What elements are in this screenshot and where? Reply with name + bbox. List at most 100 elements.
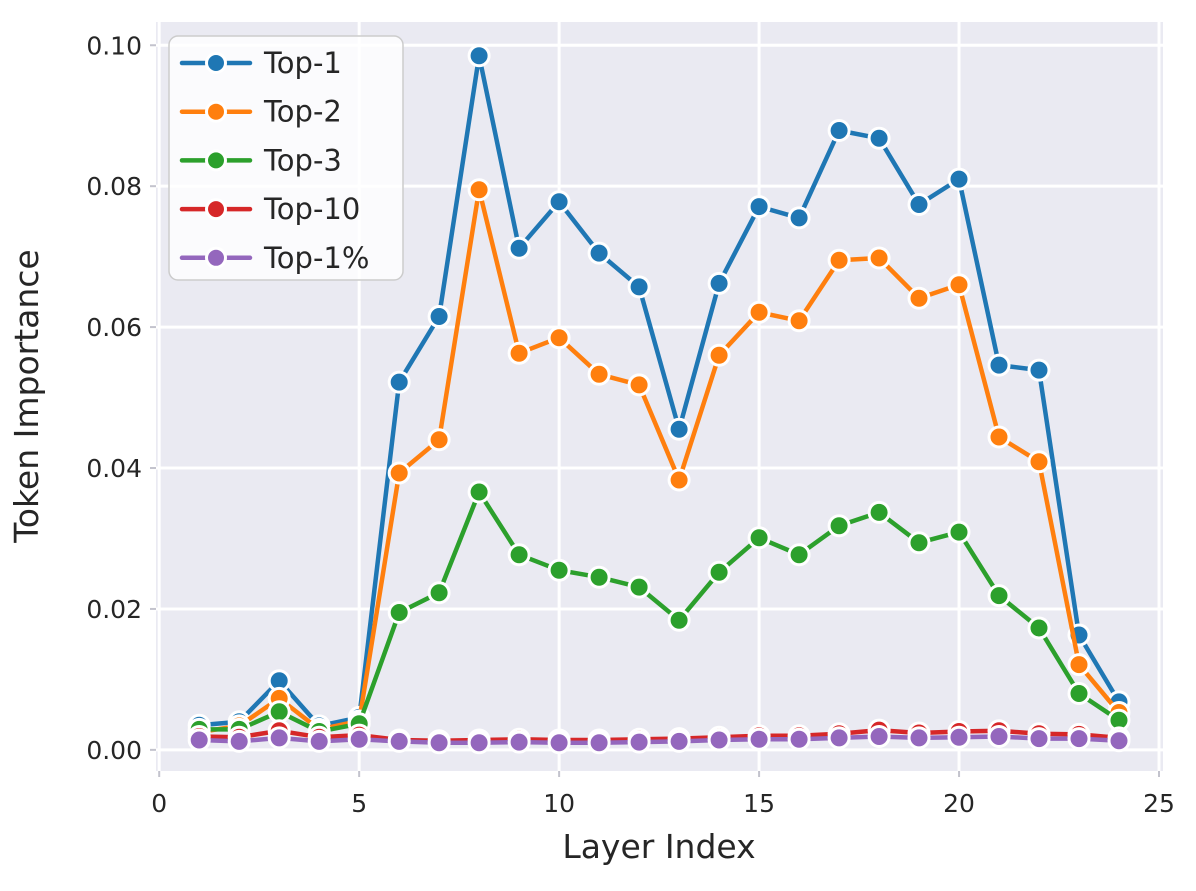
data-point [907,531,931,555]
data-point [987,353,1011,377]
data-point [547,190,571,214]
data-point [587,565,611,589]
legend-item-top-10: Top-10 [179,192,360,226]
data-point [467,480,491,504]
legend: Top-1 Top-2 Top-3 Top-10 Top-1% [168,35,404,281]
data-point [947,167,971,191]
legend-item-top-2: Top-2 [179,95,342,129]
data-point [787,727,811,751]
y-tick-label: 0.10 [86,31,142,60]
legend-item-top-1: Top-1 [179,46,342,80]
x-tick-label: 0 [151,789,167,818]
data-point [707,271,731,295]
data-point [467,44,491,68]
data-point [1107,729,1131,753]
series-top-1pct [187,725,1131,755]
data-point [507,730,531,754]
data-point [987,425,1011,449]
legend-box [168,35,404,281]
data-point [267,700,291,724]
data-point [947,725,971,749]
data-point [907,726,931,750]
data-point [827,119,851,142]
y-axis-ticks: 0.00 0.02 0.04 0.06 0.08 0.10 [86,31,142,765]
data-point [907,286,931,310]
data-point [227,729,251,753]
data-point [587,241,611,265]
y-tick-label: 0.08 [86,172,142,201]
legend-label: Top-2 [263,95,342,129]
y-tick-label: 0.00 [86,736,142,765]
tick-marks [150,44,1161,777]
x-axis-ticks: 0 5 10 15 20 25 [151,789,1175,818]
data-point [1027,727,1051,751]
data-point [507,543,531,567]
data-point [627,575,651,599]
data-point [867,126,891,150]
data-point [907,193,931,216]
data-point [627,730,651,754]
data-point [427,731,451,755]
data-point [667,468,691,492]
data-point [1067,653,1091,677]
data-point [787,309,811,333]
y-tick-label: 0.02 [86,595,142,624]
data-point [707,560,731,584]
data-point [1067,727,1091,751]
legend-item-top-1pct: Top-1% [179,241,369,275]
x-tick-label: 10 [543,789,575,818]
legend-marker [205,246,227,269]
data-point [827,248,851,272]
data-point [747,300,771,324]
data-point [987,584,1011,608]
legend-marker [205,198,227,221]
data-point [427,581,451,605]
data-point [387,370,411,394]
data-point [1027,450,1051,474]
legend-label: Top-3 [263,143,342,177]
data-point [867,246,891,270]
data-point [507,341,531,365]
data-point [627,373,651,397]
data-point [547,558,571,582]
data-point [507,236,531,260]
x-tick-label: 20 [943,789,975,818]
y-axis-label: Token Importance [7,249,46,544]
data-point [667,608,691,632]
data-point [307,729,331,753]
data-point [587,362,611,386]
legend-label: Top-1 [263,46,342,80]
data-point [787,543,811,567]
y-tick-label: 0.04 [86,454,142,483]
x-tick-label: 25 [1143,789,1175,818]
legend-marker [205,149,227,172]
data-point [427,305,451,328]
data-point [187,728,211,752]
data-point [1067,682,1091,705]
data-point [867,725,891,748]
data-point [467,178,491,202]
data-point [867,500,891,524]
data-point [547,731,571,755]
x-tick-label: 15 [743,789,775,818]
gridlines [156,22,1163,771]
data-point [347,727,371,751]
plot: 0 5 10 15 20 250.000.020.040.060.080.10Top-1T… [86,22,1175,818]
data-point [707,343,731,367]
data-point [947,273,971,297]
data-point [1027,616,1051,640]
data-point [827,514,851,538]
data-point [387,729,411,753]
data-point [747,727,771,751]
data-point [787,206,811,230]
data-point [987,725,1011,748]
data-point [747,195,771,219]
legend-label: Top-10 [263,192,360,226]
data-point [267,726,291,750]
legend-item-top-3: Top-3 [179,143,342,177]
x-axis-label: Layer Index [562,827,755,866]
data-point [627,275,651,299]
data-point [667,729,691,753]
